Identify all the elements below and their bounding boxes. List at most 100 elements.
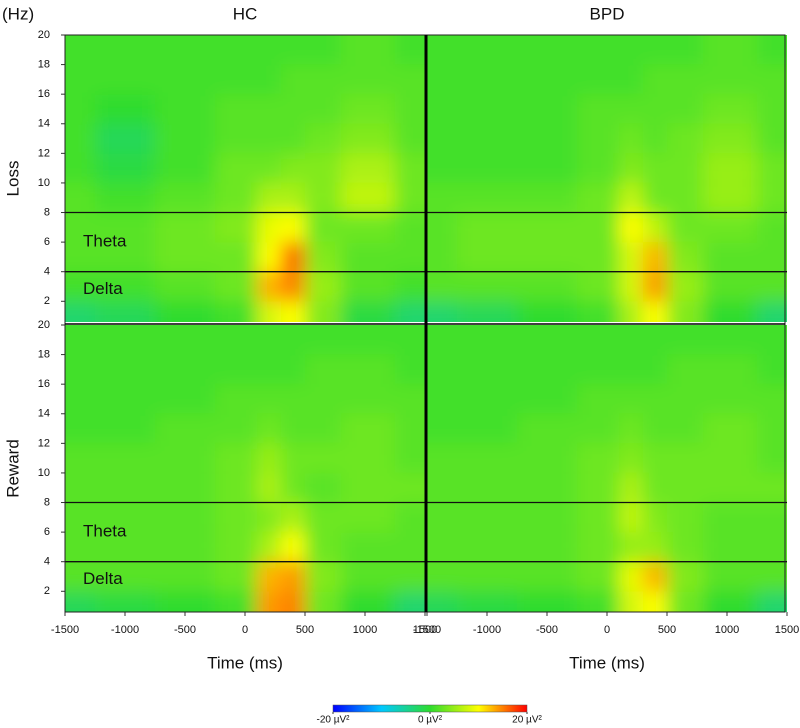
- heatmap-cell: [395, 561, 425, 592]
- heatmap-cell: [281, 271, 305, 302]
- heatmap-cell: [517, 123, 577, 154]
- heatmap-cell: [667, 94, 703, 124]
- row-label: Loss: [3, 161, 22, 197]
- heatmap-cell: [95, 472, 155, 503]
- y-tick-label: 20: [38, 319, 50, 331]
- heatmap-cell: [65, 354, 95, 385]
- heatmap-cell: [517, 182, 577, 213]
- heatmap-cell: [757, 94, 787, 124]
- y-tick-label: 8: [44, 496, 50, 508]
- heatmap-cell: [577, 123, 619, 154]
- heatmap-cell: [667, 443, 703, 473]
- heatmap-cell: [517, 271, 577, 302]
- heatmap-cell: [517, 413, 577, 444]
- heatmap-cell: [457, 35, 517, 65]
- heatmap-cell: [667, 123, 703, 154]
- y-tick-label: 18: [38, 58, 50, 70]
- heatmap-cell: [215, 472, 257, 503]
- heatmap-cell: [257, 212, 281, 243]
- heatmap-cell: [703, 384, 757, 414]
- heatmap-cell: [457, 271, 517, 302]
- heatmap-cell: [457, 212, 517, 243]
- heatmap-cell: [517, 301, 577, 322]
- heatmap-cell: [757, 561, 787, 592]
- x-axis-label: Time (ms): [207, 653, 283, 672]
- heatmap-cell: [257, 325, 281, 355]
- heatmap-cell: [703, 472, 757, 503]
- heatmap-cell: [95, 532, 155, 562]
- heatmap-cell: [667, 591, 703, 612]
- heatmap: [65, 325, 425, 612]
- heatmap-cell: [517, 561, 577, 592]
- heatmap-cell: [281, 413, 305, 444]
- heatmap-cell: [457, 242, 517, 272]
- heatmap-cell: [395, 64, 425, 95]
- heatmap-cell: [281, 561, 305, 592]
- heatmap-cell: [643, 35, 667, 65]
- heatmap-cell: [281, 153, 305, 183]
- heatmap-cell: [305, 472, 341, 503]
- heatmap-cell: [395, 413, 425, 444]
- heatmap-cell: [95, 301, 155, 322]
- heatmap-cell: [65, 64, 95, 95]
- heatmap-cell: [65, 123, 95, 154]
- y-tick-label: 2: [44, 295, 50, 307]
- heatmap-cell: [703, 561, 757, 592]
- y-tick-label: 12: [38, 437, 50, 449]
- heatmap-cell: [619, 271, 643, 302]
- heatmap-cell: [457, 472, 517, 503]
- heatmap-cell: [703, 271, 757, 302]
- heatmap-cell: [281, 443, 305, 473]
- heatmap-cell: [667, 242, 703, 272]
- heatmap-cell: [215, 532, 257, 562]
- heatmap-cell: [757, 35, 787, 65]
- heatmap-cell: [395, 472, 425, 503]
- heatmap-cell: [667, 64, 703, 95]
- heatmap-cell: [577, 591, 619, 612]
- heatmap-cell: [427, 271, 457, 302]
- heatmap-cell: [643, 354, 667, 385]
- y-tick-label: 16: [38, 378, 50, 390]
- heatmap-cell: [427, 242, 457, 272]
- y-tick-label: 20: [38, 29, 50, 41]
- heatmap-cell: [517, 532, 577, 562]
- heatmap-cells: [427, 35, 787, 322]
- y-tick-label: 10: [38, 467, 50, 479]
- heatmap-cell: [65, 271, 95, 302]
- heatmap-cell: [703, 153, 757, 183]
- heatmap-cell: [305, 443, 341, 473]
- heatmap-cell: [619, 153, 643, 183]
- heatmap-cell: [95, 561, 155, 592]
- heatmap-cell: [703, 502, 757, 533]
- heatmap-cell: [257, 591, 281, 612]
- heatmap-cell: [667, 182, 703, 213]
- heatmap-cell: [667, 532, 703, 562]
- x-tick-label: 0: [242, 624, 248, 636]
- heatmap-cell: [703, 325, 757, 355]
- heatmap-cell: [643, 532, 667, 562]
- heatmap-cell: [281, 35, 305, 65]
- heatmap: [427, 35, 787, 322]
- heatmap-cell: [281, 384, 305, 414]
- heatmap-cell: [757, 502, 787, 533]
- band-label: Delta: [83, 279, 123, 298]
- heatmap-cell: [427, 443, 457, 473]
- heatmap-cells: [65, 35, 425, 322]
- x-tick-label: -1500: [51, 624, 79, 636]
- heatmap-cell: [155, 35, 215, 65]
- heatmap-cell: [305, 94, 341, 124]
- column-title: HC: [233, 4, 258, 23]
- heatmap-cell: [341, 502, 395, 533]
- heatmap-cell: [577, 182, 619, 213]
- heatmap-cell: [257, 354, 281, 385]
- colorbar-label: 0 µV²: [418, 715, 443, 726]
- heatmap-cell: [457, 384, 517, 414]
- heatmap-cell: [341, 472, 395, 503]
- heatmap-cell: [155, 325, 215, 355]
- heatmap-cell: [757, 591, 787, 612]
- heatmap-cell: [305, 532, 341, 562]
- heatmap-cell: [427, 123, 457, 154]
- heatmap-cell: [667, 502, 703, 533]
- heatmap-cell: [395, 182, 425, 213]
